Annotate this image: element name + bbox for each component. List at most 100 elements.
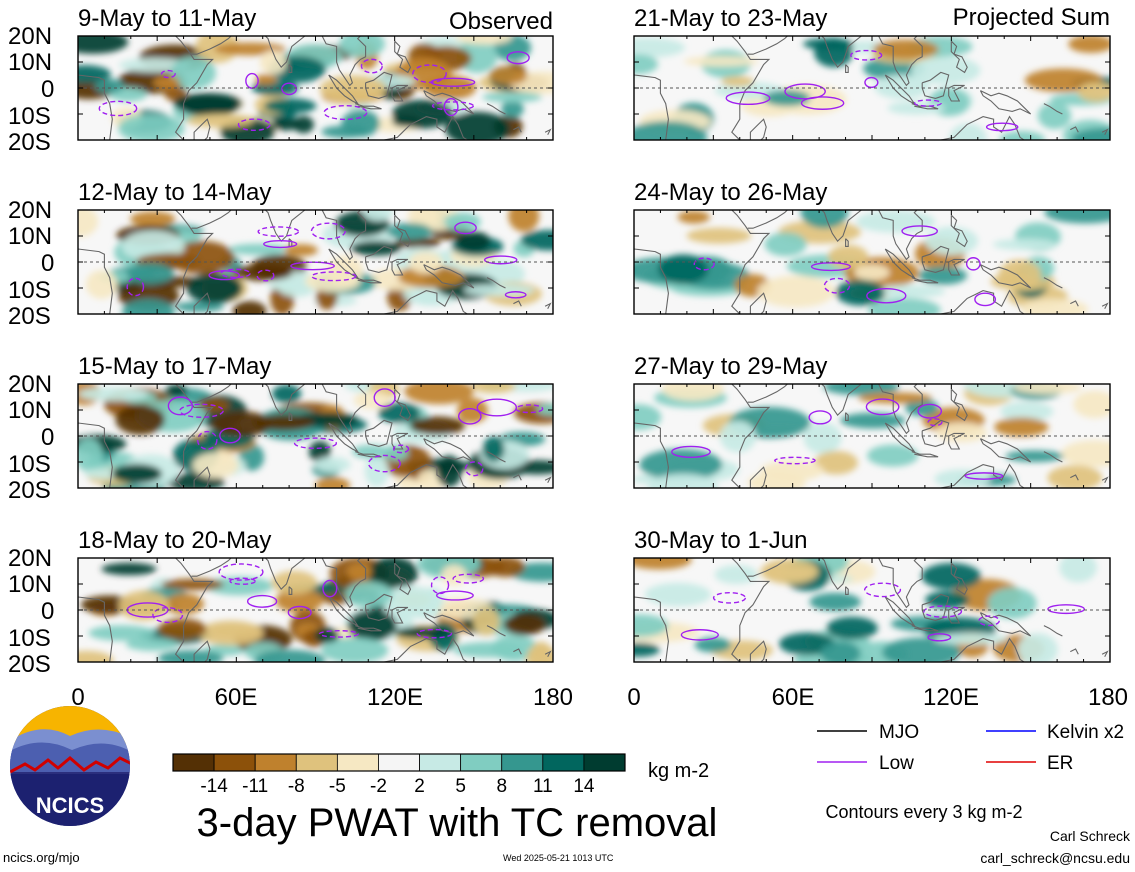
coastline [391, 258, 409, 276]
author-email[interactable]: carl_schreck@ncsu.edu [980, 850, 1130, 866]
coastline [321, 558, 367, 609]
coastline [979, 612, 1032, 637]
lon-axis: 0 60E 120E 180 0 60E 120E 180 [71, 684, 1128, 711]
coastline [940, 463, 1026, 488]
coastline [423, 264, 475, 289]
coastline [544, 302, 552, 310]
colorbar-tick: 11 [533, 776, 553, 797]
panel-title: 9-May to 11-May [78, 5, 256, 32]
coastline [747, 36, 789, 55]
coastline [486, 625, 506, 637]
colorbar-swatch [583, 753, 626, 772]
colorbar-swatch [172, 753, 215, 772]
panel-right-3: 27-May to 29-May [633, 353, 1111, 489]
coastline [731, 558, 771, 662]
coastline [921, 593, 950, 621]
figure-title: 3-day PWAT with TC removal [197, 801, 718, 845]
low-contour [452, 573, 485, 584]
low-contour [281, 82, 298, 96]
colorbar-swatch [295, 753, 338, 772]
low-contour [506, 51, 530, 65]
lon-tick: 0 [627, 684, 640, 711]
low-contour [416, 628, 453, 639]
coastline [486, 451, 506, 463]
low-contour [218, 563, 264, 581]
lat-tick: 20S [8, 129, 51, 156]
coastline [1043, 625, 1063, 637]
coastline [1070, 300, 1079, 307]
coastline [193, 118, 211, 140]
panel-right-4: 30-May to 1-Jun [633, 527, 1111, 663]
coastline [878, 558, 923, 609]
low-contour [196, 430, 218, 450]
coastline [423, 90, 475, 115]
coastline [191, 384, 232, 403]
lon-tick: 180 [1088, 684, 1128, 711]
low-contour [457, 407, 482, 425]
coastline [979, 438, 1032, 463]
coastline [1070, 474, 1079, 481]
coastline [979, 264, 1032, 289]
coastline [749, 640, 767, 662]
lat-tick: 10N [8, 571, 52, 598]
coastline [354, 103, 382, 110]
lat-tick: 20N [8, 197, 52, 224]
low-contour [913, 99, 942, 107]
map-plot [77, 383, 554, 489]
low-contour [257, 226, 300, 237]
coastline [747, 558, 789, 577]
map-plot [77, 557, 554, 663]
low-contour [725, 91, 771, 106]
low-contour [311, 271, 357, 282]
low-contour [917, 403, 943, 419]
coastline [820, 36, 863, 69]
map-plot [633, 209, 1111, 315]
projected-label: Projected Sum [953, 4, 1110, 31]
lat-tick: 10N [8, 223, 52, 250]
logo-text: NCICS [36, 793, 104, 818]
coastline [391, 84, 409, 102]
map-plot [633, 557, 1111, 663]
low-contour [693, 257, 715, 271]
low-contour [464, 461, 484, 477]
panel-left-4: 18-May to 20-May [77, 527, 554, 663]
coastline [884, 248, 916, 280]
map-plot [77, 35, 554, 141]
coastline [365, 245, 393, 273]
low-contour [237, 118, 271, 132]
panel-title: 18-May to 20-May [78, 527, 271, 554]
low-contour [712, 592, 747, 604]
coastline [394, 214, 412, 248]
low-contour [229, 577, 256, 585]
low-contour [160, 69, 176, 79]
low-contour [167, 396, 194, 416]
low-contour [431, 101, 475, 111]
coastline [513, 300, 522, 307]
lat-tick: 10S [8, 103, 51, 130]
low-contour [978, 615, 1000, 627]
coastline [321, 384, 367, 435]
lon-tick: 60E [215, 684, 258, 711]
coastline [191, 558, 232, 577]
coastline [328, 422, 360, 454]
low-contour [864, 582, 902, 598]
coastline [1101, 476, 1109, 484]
coastline [749, 118, 767, 140]
coastline [979, 90, 1032, 115]
website-link[interactable]: ncics.org/mjo [3, 850, 80, 865]
colorbar-tick: -14 [200, 776, 228, 797]
coastline [391, 432, 409, 450]
lon-tick: 0 [71, 684, 84, 711]
colorbar-swatch [501, 753, 544, 772]
legend-kelvin: Kelvin x2 [1047, 722, 1124, 743]
low-contour [810, 262, 851, 272]
low-contour [318, 629, 359, 638]
coastline [174, 558, 214, 662]
low-contour [850, 49, 883, 61]
coastline [191, 210, 232, 229]
coastline [365, 593, 393, 621]
coastline [1043, 277, 1063, 289]
low-contour [671, 445, 711, 458]
coastline [878, 36, 923, 87]
coastline [423, 612, 475, 637]
